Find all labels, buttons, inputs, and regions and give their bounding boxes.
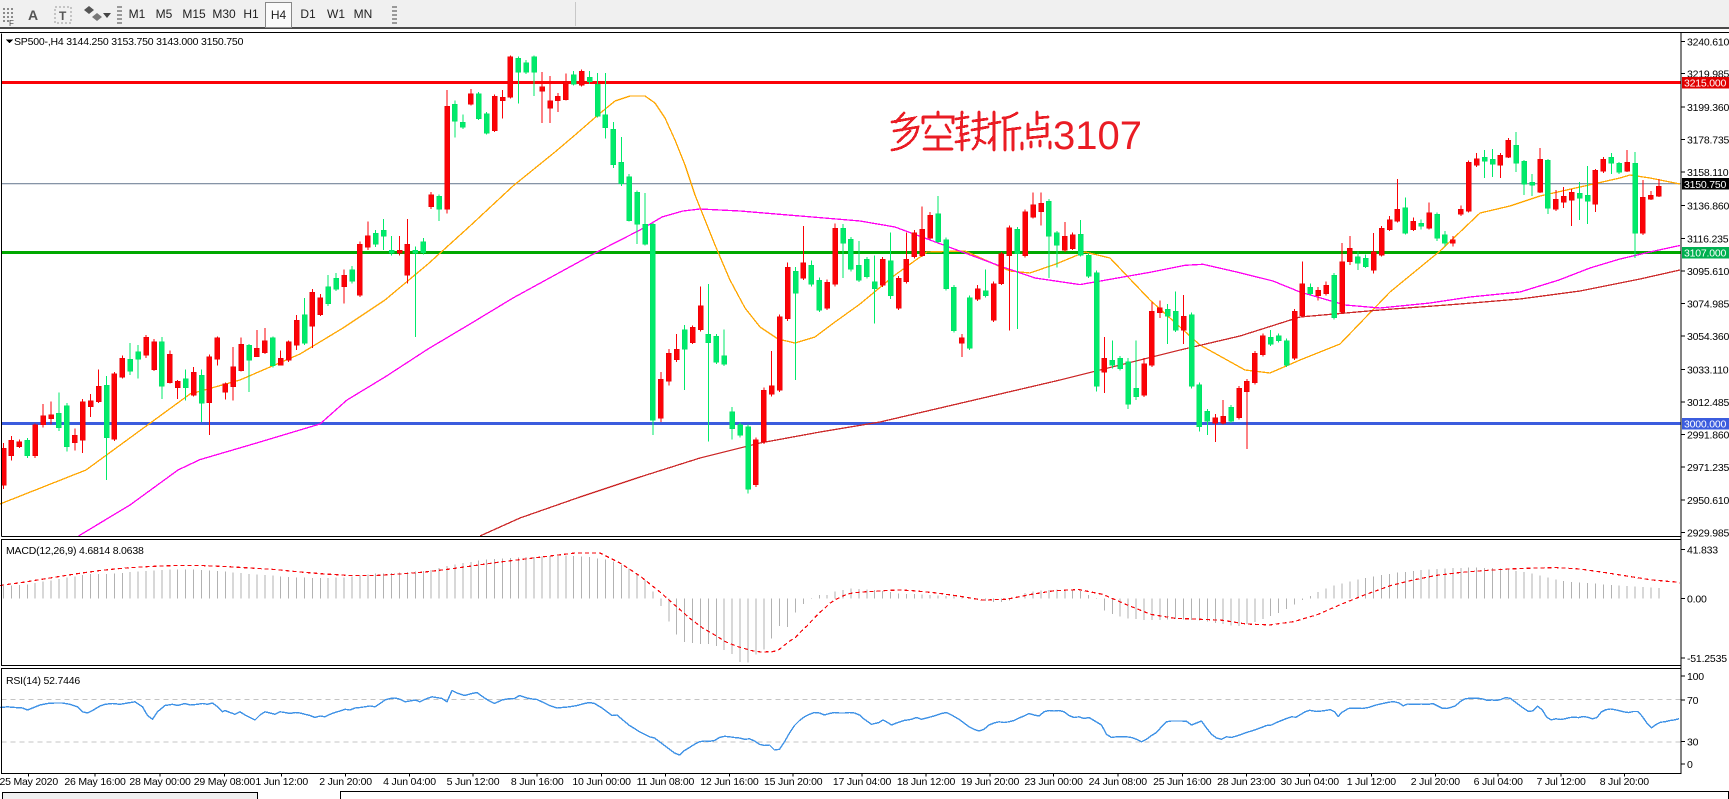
svg-text:3107.000: 3107.000	[1684, 248, 1727, 260]
svg-text:6 Jul 04:00: 6 Jul 04:00	[1474, 776, 1524, 788]
svg-text:3116.235: 3116.235	[1687, 233, 1729, 245]
svg-text:0.00: 0.00	[1687, 593, 1707, 605]
svg-text:19 Jun 20:00: 19 Jun 20:00	[961, 776, 1020, 788]
svg-text:3178.735: 3178.735	[1687, 135, 1729, 147]
svg-text:8 Jul 20:00: 8 Jul 20:00	[1600, 776, 1650, 788]
svg-text:25 Jun 16:00: 25 Jun 16:00	[1153, 776, 1212, 788]
svg-text:24 Jun 08:00: 24 Jun 08:00	[1089, 776, 1148, 788]
svg-text:F: F	[9, 19, 14, 28]
svg-text:3000.000: 3000.000	[1684, 419, 1727, 431]
svg-text:100: 100	[1687, 671, 1704, 683]
svg-text:30: 30	[1687, 736, 1699, 748]
svg-text:30 Jun 04:00: 30 Jun 04:00	[1281, 776, 1340, 788]
svg-text:3054.360: 3054.360	[1687, 331, 1729, 343]
svg-text:4 Jun 04:00: 4 Jun 04:00	[383, 776, 436, 788]
svg-text:A: A	[28, 7, 38, 23]
svg-text:11 Jun 08:00: 11 Jun 08:00	[637, 776, 695, 788]
svg-text:RSI(14) 52.7446: RSI(14) 52.7446	[6, 675, 80, 687]
svg-text:-51.2535: -51.2535	[1687, 653, 1727, 665]
svg-text:2 Jul 20:00: 2 Jul 20:00	[1411, 776, 1461, 788]
svg-text:1 Jul 12:00: 1 Jul 12:00	[1347, 776, 1397, 788]
svg-text:3095.610: 3095.610	[1687, 266, 1729, 278]
svg-text:29 May 08:00: 29 May 08:00	[194, 776, 256, 788]
svg-text:3150.750: 3150.750	[1684, 179, 1727, 191]
svg-text:2929.985: 2929.985	[1687, 527, 1729, 539]
svg-text:3199.360: 3199.360	[1687, 102, 1729, 114]
svg-text:5 Jun 12:00: 5 Jun 12:00	[447, 776, 500, 788]
svg-text:2971.235: 2971.235	[1687, 462, 1729, 474]
svg-text:3215.000: 3215.000	[1684, 78, 1727, 90]
svg-text:10 Jun 00:00: 10 Jun 00:00	[572, 776, 631, 788]
svg-text:2991.860: 2991.860	[1687, 430, 1729, 442]
svg-text:2950.610: 2950.610	[1687, 495, 1729, 507]
svg-text:18 Jun 12:00: 18 Jun 12:00	[897, 776, 956, 788]
svg-text:70: 70	[1687, 695, 1699, 707]
svg-text:23 Jun 00:00: 23 Jun 00:00	[1024, 776, 1083, 788]
svg-text:25 May 2020: 25 May 2020	[0, 776, 58, 788]
svg-text:15 Jun 20:00: 15 Jun 20:00	[764, 776, 823, 788]
svg-text:3074.985: 3074.985	[1687, 298, 1729, 310]
svg-text:41.833: 41.833	[1687, 545, 1718, 557]
svg-text:17 Jun 04:00: 17 Jun 04:00	[833, 776, 892, 788]
svg-text:3136.860: 3136.860	[1687, 201, 1729, 213]
svg-text:7 Jul 12:00: 7 Jul 12:00	[1537, 776, 1587, 788]
svg-text:2 Jun 20:00: 2 Jun 20:00	[319, 776, 372, 788]
svg-text:3012.485: 3012.485	[1687, 397, 1729, 409]
svg-text:T: T	[59, 9, 67, 23]
svg-text:SP500-,H4 3144.250 3153.750 3: SP500-,H4 3144.250 3153.750 3143.000 315…	[14, 36, 244, 48]
svg-text:28 May 00:00: 28 May 00:00	[129, 776, 191, 788]
svg-text:8 Jun 16:00: 8 Jun 16:00	[511, 776, 564, 788]
svg-text:12 Jun 16:00: 12 Jun 16:00	[700, 776, 759, 788]
svg-text:0: 0	[1687, 759, 1693, 771]
svg-text:MACD(12,26,9) 4.6814 8.0638: MACD(12,26,9) 4.6814 8.0638	[6, 545, 144, 557]
svg-text:3158.110: 3158.110	[1687, 167, 1729, 179]
svg-text:1 Jun 12:00: 1 Jun 12:00	[255, 776, 308, 788]
svg-text:28 Jun 23:00: 28 Jun 23:00	[1217, 776, 1276, 788]
svg-text:3107: 3107	[1053, 114, 1142, 158]
svg-text:26 May 16:00: 26 May 16:00	[64, 776, 126, 788]
svg-text:3240.610: 3240.610	[1687, 37, 1729, 49]
svg-text:3033.110: 3033.110	[1687, 365, 1729, 377]
